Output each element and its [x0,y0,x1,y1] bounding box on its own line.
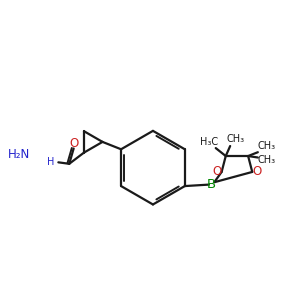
Text: CH₃: CH₃ [258,155,276,165]
Text: O: O [252,165,262,178]
Text: H₂N: H₂N [8,148,30,161]
Text: H₃C: H₃C [200,137,218,147]
Text: H: H [47,157,55,167]
Text: O: O [212,165,221,178]
Text: B: B [207,178,216,191]
Text: CH₃: CH₃ [227,134,245,144]
Text: O: O [69,137,78,150]
Text: CH₃: CH₃ [258,141,276,151]
